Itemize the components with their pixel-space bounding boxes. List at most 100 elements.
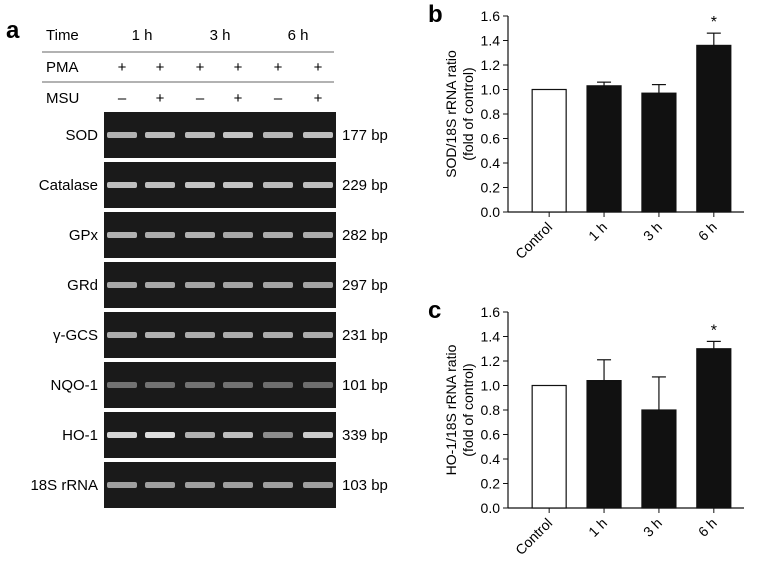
pma-mark: + [234,59,243,76]
gel-band [185,382,215,388]
gel-band [263,482,293,488]
gene-label: γ-GCS [53,327,98,344]
gene-label: SOD [65,127,98,144]
gel-band [107,232,137,238]
y-tick-label: 1.4 [481,329,501,345]
gel-band [263,332,293,338]
gel-band [185,132,215,138]
y-tick-label: 1.6 [481,8,501,24]
y-tick-label: 1.4 [481,33,501,49]
gel-band [107,332,137,338]
y-tick-label: 0.4 [481,155,501,171]
y-tick-label: 0.6 [481,427,501,443]
bar [696,44,732,213]
band-size-label: 177 bp [342,127,388,144]
gel-band [145,382,175,388]
gel-row: γ-GCS 231 bp [53,312,388,358]
pma-mark: + [196,59,205,76]
y-tick-label: 1.6 [481,304,501,320]
bar [531,88,567,213]
y-tick-label: 0.2 [481,180,501,196]
gel-band [185,182,215,188]
gel-band [263,232,293,238]
gel-band [223,232,253,238]
gel-image [104,162,336,208]
y-axis-label-unit: (fold of control) [460,363,476,456]
x-tick-label: Control [512,515,555,558]
bar [641,409,677,509]
y-tick-label: 0.6 [481,131,501,147]
gel-band [223,132,253,138]
gene-label: GPx [69,227,99,244]
msu-label: MSU [46,90,79,107]
gel-band [107,132,137,138]
chart-c: 0.0 0.2 0.4 0.6 0.8 1.0 1.2 1.4 1.6 HO-1/18S rRNA… [443,304,744,558]
gel-band [185,332,215,338]
panel-b-letter: b [428,1,443,28]
gel-image [104,262,336,308]
x-tick-label: 3 h [640,515,665,540]
x-tick-label: 1 h [585,219,610,244]
gel-band [223,432,253,438]
gel-band [145,182,175,188]
gel-band [263,432,293,438]
gel-band [145,482,175,488]
gel-row: 18S rRNA 103 bp [30,462,388,508]
significance-marker: * [711,322,717,339]
panel-c-letter: c [428,297,441,324]
gel-band [107,382,137,388]
msu-mark: + [156,90,165,107]
y-tick-label: 0.0 [481,500,501,516]
gel-row: HO-1 339 bp [62,412,388,458]
y-axis-label: SOD/18S rRNA ratio [443,50,459,178]
y-axis-label: HO-1/18S rRNA ratio [443,344,459,475]
gene-label: HO-1 [62,427,98,444]
gel-image [104,312,336,358]
msu-mark: – [118,90,127,107]
gel-band [303,482,333,488]
band-size-label: 339 bp [342,427,388,444]
gel-band [303,332,333,338]
pma-mark: + [118,59,127,76]
gel-band [223,182,253,188]
gel-band [303,382,333,388]
gel-band [185,482,215,488]
y-tick-label: 0.0 [481,204,501,220]
y-tick-label: 1.0 [481,378,501,394]
bar [696,348,732,509]
gene-label: 18S rRNA [30,477,98,494]
bar [531,384,567,509]
gel-band [303,182,333,188]
gel-band [223,332,253,338]
gel-band [107,182,137,188]
gel-band [223,482,253,488]
gel-band [185,432,215,438]
x-tick-label: 3 h [640,219,665,244]
gel-row: GPx 282 bp [69,212,388,258]
gene-label: Catalase [39,177,98,194]
panel-a: a Time 1 h 3 h 6 h PMA MSU + + + + + + – + – + – +… [6,17,388,508]
gel-band [223,282,253,288]
gel-band [145,232,175,238]
time-1h: 1 h [132,27,153,44]
gel-row: Catalase 229 bp [39,162,388,208]
gel-row: NQO-1 101 bp [50,362,388,408]
gel-row: GRd 297 bp [67,262,388,308]
band-size-label: 101 bp [342,377,388,394]
gel-band [185,282,215,288]
pma-marks: + + + + + + [118,59,323,76]
gel-band [145,332,175,338]
gel-band [303,132,333,138]
msu-mark: + [314,90,323,107]
gel-image [104,212,336,258]
gel-rows: SOD 177 bp Catalase 229 bp GPx 282 bp GRd 297 b… [30,112,388,508]
time-6h: 6 h [288,27,309,44]
gel-band [145,282,175,288]
bar [586,85,622,213]
band-size-label: 103 bp [342,477,388,494]
bar [641,92,677,213]
y-tick-label: 0.4 [481,451,501,467]
gel-image [104,362,336,408]
y-axis-label-unit: (fold of control) [460,67,476,160]
